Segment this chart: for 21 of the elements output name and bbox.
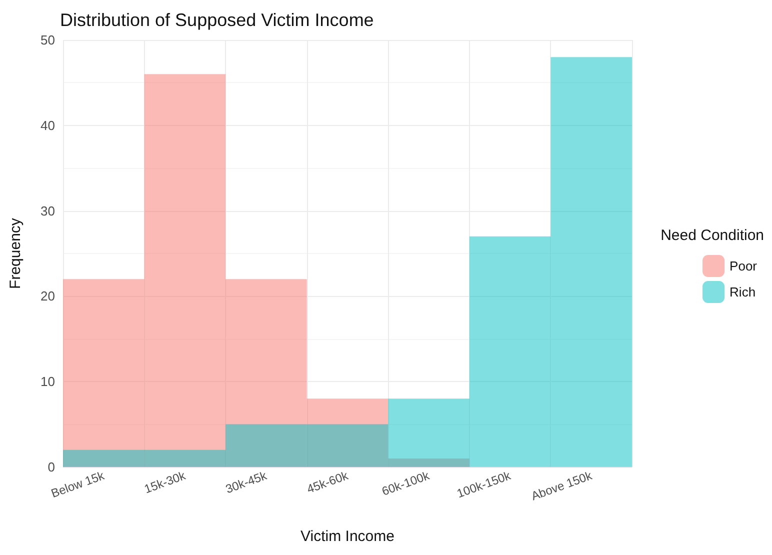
legend-label: Poor (730, 258, 758, 274)
bar (63, 450, 144, 467)
y-tick-label: 10 (40, 374, 55, 390)
y-tick-label: 30 (40, 203, 55, 218)
x-tick-label: Above 150k (529, 468, 595, 504)
y-tick-label: 50 (40, 32, 55, 48)
x-axis-title: Victim Income (300, 528, 394, 545)
bar (550, 57, 632, 467)
y-tick-label: 0 (48, 460, 55, 474)
y-axis-title: Frequency (7, 218, 24, 289)
y-tick-label: 20 (40, 288, 55, 304)
legend-title: Need Condition (660, 227, 764, 244)
bar (144, 450, 226, 467)
bar (306, 424, 388, 467)
chart-title: Distribution of Supposed Victim Income (60, 10, 374, 30)
bar (226, 424, 307, 467)
bar (388, 398, 470, 467)
bar (469, 236, 551, 467)
x-tick-label: 45k-60k (304, 468, 351, 496)
y-tick-label: 40 (40, 118, 55, 133)
legend-label: Rich (730, 284, 756, 300)
